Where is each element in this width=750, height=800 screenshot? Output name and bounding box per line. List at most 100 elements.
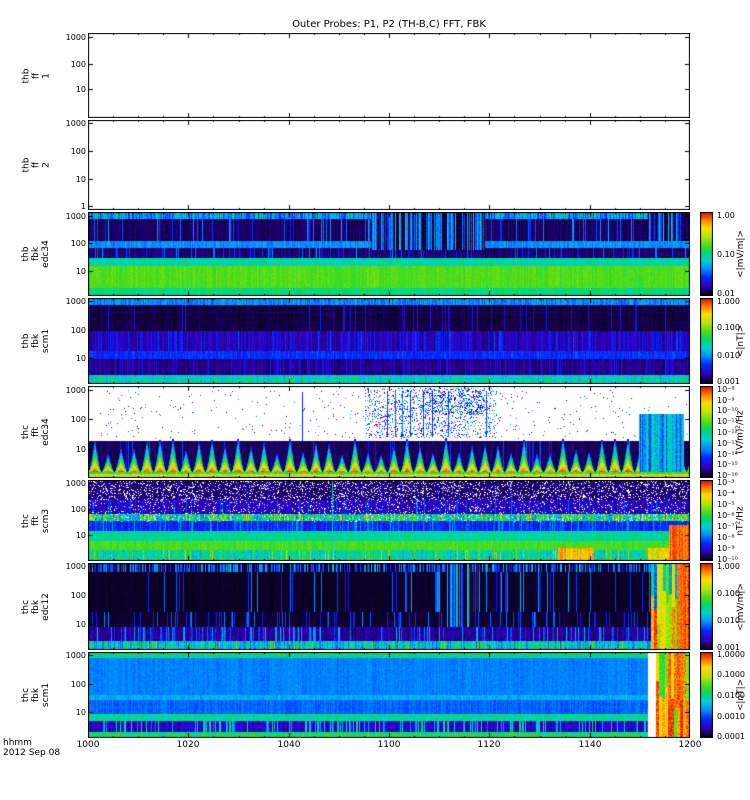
ylabel-line: thc — [20, 513, 31, 528]
colorbar-title-wrap-thc-fbk-edc12: <|mV/m|> — [733, 563, 749, 650]
y-tick-label: 100 — [70, 326, 86, 335]
colorbar-thc-fft-edc34 — [700, 386, 713, 478]
panel-ylabel-thb-fbk-scm1: thb fbk scm1 — [14, 298, 58, 384]
colorbar-tick-label: 10⁻¹⁶ — [717, 471, 738, 480]
colorbar-tick-label: 0.100 — [717, 589, 740, 598]
colorbar-tick-label: 0.001 — [717, 377, 740, 386]
x-tick-label: 1120 — [477, 740, 501, 750]
ylabel-line: ff — [30, 161, 41, 169]
date-label: 2012 Sep 08 — [3, 748, 61, 758]
ylabel-line: fft — [31, 427, 41, 437]
y-tick-label: 1000 — [65, 297, 86, 306]
panel-ylabel-thb-ff-1: thb ff 1 — [14, 33, 58, 118]
colorbar-title-thb-fbk-edc34: <|mV/m|> — [736, 230, 746, 278]
y-tick-label: 10 — [75, 85, 86, 94]
ylabel-line: thc — [21, 599, 31, 614]
colorbar-tick-label: 10⁻¹¹ — [717, 417, 738, 426]
plot-title: Outer Probes: P1, P2 (TH-B,C) FFT, FBK — [292, 19, 486, 30]
colorbar-title-thb-fbk-scm1: <|nT|> — [736, 324, 747, 358]
colorbar-tick-label: 0.01 — [717, 289, 735, 298]
y-tick-label: 100 — [70, 415, 86, 424]
ylabel-line: thb — [21, 246, 31, 262]
colorbar-tick-label: 1.000 — [717, 562, 740, 571]
colorbar-tick-label: 10⁻⁷ — [717, 522, 735, 531]
colorbar-title-wrap-thc-fft-edc34: (V/m)²/Hz — [733, 386, 749, 478]
colorbar-tick-label: 1.0000 — [717, 650, 745, 659]
y-tick-label: 100 — [70, 680, 86, 689]
panel-ylabel-thc-fft-edc34: thc fft edc34 — [14, 386, 58, 478]
spectrogram-panel-thb-fbk-edc34 — [88, 212, 690, 296]
x-tick-label: 1040 — [277, 740, 301, 750]
y-tick-label: 10 — [75, 531, 86, 540]
ylabel-line: fbk — [31, 246, 41, 262]
y-tick-label: 100 — [70, 591, 86, 600]
ylabel-line: fbk — [31, 599, 41, 614]
colorbar-tick-label: 1.000 — [717, 297, 740, 306]
colorbar-tick-label: 10⁻⁹ — [717, 544, 735, 553]
plot-panel-thb-ff-1 — [88, 33, 690, 118]
panel-ylabel-thc-fft-scm3: thc fft scm3 — [14, 480, 58, 561]
ylabel-line: ff — [30, 72, 41, 79]
y-tick-label: 10 — [75, 445, 86, 454]
x-tick-label: 1000 — [76, 740, 100, 750]
plot-panel-thb-ff-2 — [88, 120, 690, 210]
colorbar-title-wrap-thc-fft-scm3: nT²/Hz — [733, 480, 749, 561]
colorbar-title-thc-fft-edc34: (V/m)²/Hz — [736, 410, 746, 454]
y-tick-label: 1000 — [65, 562, 86, 571]
y-tick-label: 1000 — [65, 386, 86, 395]
y-tick-label: 1000 — [65, 33, 86, 42]
colorbar-tick-label: 10⁻⁹ — [717, 396, 735, 405]
panel-ylabel-thc-fbk-scm1: thc fbk scm1 — [14, 652, 58, 738]
colorbar-tick-label: 0.001 — [717, 643, 740, 652]
colorbar-tick-label: 1.00 — [717, 211, 735, 220]
x-tick-label: 1020 — [176, 740, 200, 750]
y-tick-label: 10 — [75, 620, 86, 629]
y-tick-label: 10 — [75, 267, 86, 276]
ylabel-line: thc — [21, 424, 31, 440]
ylabel-line: thb — [20, 68, 31, 83]
colorbar-tick-label: 0.010 — [717, 351, 740, 360]
y-tick-label: 10 — [75, 354, 86, 363]
x-tick-label: 1200 — [678, 740, 702, 750]
ylabel-line: 1 — [40, 72, 51, 79]
colorbar-tick-label: 0.100 — [717, 323, 740, 332]
colorbar-tick-label: 0.10 — [717, 250, 735, 259]
colorbar-title-thc-fft-scm3: nT²/Hz — [736, 505, 746, 536]
y-tick-label: 100 — [70, 239, 86, 248]
colorbar-tick-label: 0.1000 — [717, 670, 745, 679]
spectrogram-panel-thc-fbk-scm1 — [88, 652, 690, 738]
colorbar-tick-label: 10⁻⁴ — [717, 489, 735, 498]
ylabel-text-thb-ff-2: thb ff 2 — [21, 158, 51, 173]
panel-ylabel-thb-ff-2: thb ff 2 — [14, 120, 58, 210]
spectrogram-panel-thc-fft-scm3 — [88, 480, 690, 561]
y-tick-label: 1000 — [65, 479, 86, 488]
y-tick-label: 1000 — [65, 119, 86, 128]
colorbar-tick-label: 0.0001 — [717, 732, 745, 741]
colorbar-title-wrap-thc-fbk-scm1: <|nT|> — [733, 652, 749, 738]
colorbar-title-wrap-thb-fbk-scm1: <|nT|> — [733, 298, 749, 384]
colorbar-thb-fbk-scm1 — [700, 298, 713, 384]
colorbar-tick-label: 0.010 — [717, 616, 740, 625]
colorbar-tick-label: 10⁻⁶ — [717, 511, 735, 520]
y-tick-label: 1000 — [65, 212, 86, 221]
ylabel-line: thb — [20, 333, 31, 349]
colorbar-thc-fbk-scm1 — [700, 652, 713, 738]
ylabel-line: fbk — [30, 687, 41, 703]
ylabel-line: fbk — [30, 333, 41, 349]
y-tick-label: 1 — [80, 202, 86, 211]
colorbar-title-thc-fbk-edc12: <|mV/m|> — [736, 582, 746, 631]
ylabel-line: thc — [20, 687, 31, 703]
colorbar-tick-label: 10⁻³ — [717, 478, 735, 487]
y-tick-label: 10 — [75, 175, 86, 184]
ylabel-line: 2 — [40, 162, 51, 168]
colorbar-tick-label: 10⁻¹³ — [717, 439, 738, 448]
spectrogram-panel-thc-fbk-edc12 — [88, 563, 690, 650]
ylabel-text-thb-ff-1: thb ff 1 — [21, 68, 51, 83]
y-tick-label: 100 — [70, 60, 86, 69]
x-tick-label: 1100 — [377, 740, 401, 750]
y-tick-label: 100 — [70, 147, 86, 156]
colorbar-tick-label: 0.0100 — [717, 691, 745, 700]
ylabel-line: thb — [20, 157, 31, 173]
colorbar-tick-label: 10⁻¹⁰ — [717, 555, 738, 564]
